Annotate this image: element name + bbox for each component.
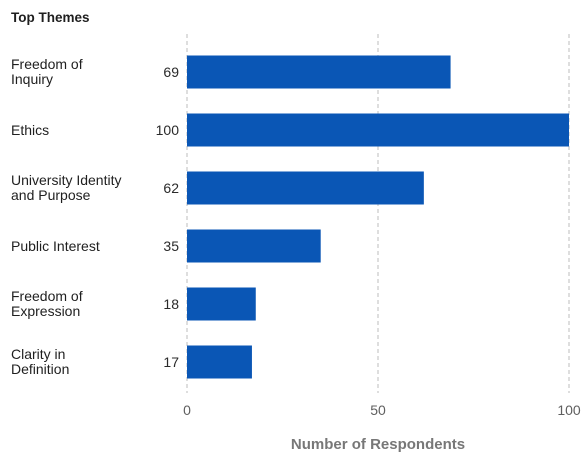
category-label: Freedom of Expression	[11, 288, 83, 319]
bar	[187, 287, 256, 321]
bar	[187, 345, 252, 379]
data-label: 62	[163, 180, 179, 196]
x-axis-title: Number of Respondents	[291, 436, 465, 453]
category-label: University Identity and Purpose	[11, 172, 121, 203]
grid-lines	[186, 34, 570, 393]
value-labels: 69 100 62 35 18 17	[156, 64, 180, 370]
category-label-line: and Purpose	[11, 187, 91, 203]
x-axis-ticks: 0 50 100	[183, 402, 581, 418]
category-label-line: Definition	[11, 361, 69, 377]
data-label: 18	[163, 296, 179, 312]
category-label-line: Inquiry	[11, 71, 53, 87]
bars	[187, 55, 569, 379]
chart-title: Top Themes	[11, 10, 90, 25]
data-label: 100	[156, 122, 180, 138]
x-tick-label: 50	[370, 402, 386, 418]
category-label: Freedom of Inquiry	[11, 56, 83, 87]
category-label-line: Freedom of	[11, 288, 83, 304]
x-tick-label: 0	[183, 402, 191, 418]
category-label: Public Interest	[11, 238, 100, 254]
category-label-line: Clarity in	[11, 346, 65, 362]
data-label: 17	[163, 354, 179, 370]
category-label: Ethics	[11, 122, 49, 138]
data-label: 35	[163, 238, 179, 254]
x-tick-label: 100	[557, 402, 581, 418]
bar	[187, 229, 321, 263]
category-label-line: Freedom of	[11, 56, 83, 72]
data-label: 69	[163, 64, 179, 80]
bar	[187, 55, 451, 89]
bar	[187, 113, 569, 147]
category-label-line: University Identity	[11, 172, 121, 188]
category-label: Clarity in Definition	[11, 346, 69, 377]
bar	[187, 171, 424, 205]
category-label-line: Expression	[11, 303, 80, 319]
